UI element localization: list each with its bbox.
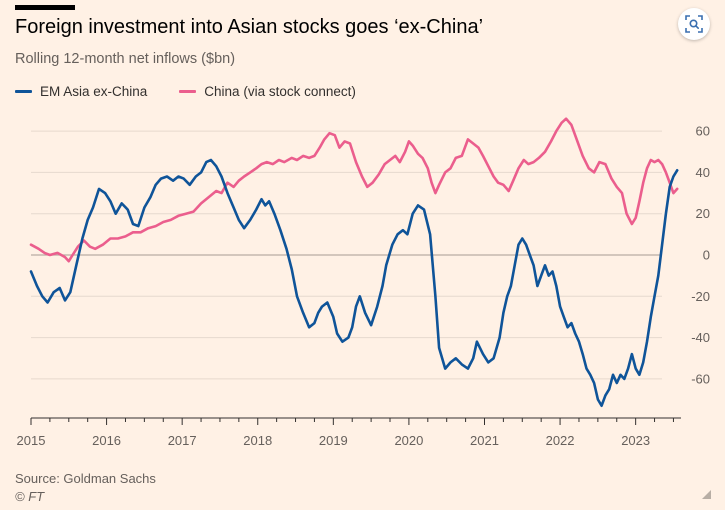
legend-item-china: China (via stock connect): [179, 84, 356, 99]
x-tick-label-2022: 2022: [546, 433, 575, 448]
x-tick-label-2023: 2023: [621, 433, 650, 448]
legend-swatch-em-asia: [15, 90, 32, 93]
x-tick-label-2017: 2017: [168, 433, 197, 448]
y-tick-label-0: 0: [703, 248, 710, 263]
x-tick-label-2019: 2019: [319, 433, 348, 448]
series-line-china-stock-connect: [29, 117, 679, 263]
legend-label-em-asia: EM Asia ex-China: [40, 84, 148, 99]
chart-title: Foreign investment into Asian stocks goe…: [15, 16, 484, 38]
visual-search-button[interactable]: [678, 8, 710, 40]
ft-credit: © FT: [15, 489, 45, 504]
x-tick-label-2020: 2020: [394, 433, 423, 448]
chart-subtitle: Rolling 12-month net inflows ($bn): [15, 51, 236, 67]
legend-swatch-china: [179, 90, 197, 93]
resize-handle-icon[interactable]: [702, 490, 711, 499]
y-tick-label-40: 40: [696, 165, 710, 180]
source-note: Source: Goldman Sachs: [15, 471, 156, 486]
chart-legend: EM Asia ex-China China (via stock connec…: [15, 84, 356, 99]
legend-label-china: China (via stock connect): [204, 84, 356, 99]
x-tick-label-2015: 2015: [17, 433, 46, 448]
y-tick-label-neg60: -60: [691, 371, 710, 386]
y-tick-label-neg40: -40: [691, 330, 710, 345]
y-tick-label-neg20: -20: [691, 289, 710, 304]
ft-header-bar: [15, 5, 75, 10]
x-tick-label-2021: 2021: [470, 433, 499, 448]
x-tick-label-2018: 2018: [243, 433, 272, 448]
x-tick-label-2016: 2016: [92, 433, 121, 448]
series-line-em-asia-ex-china: [29, 158, 679, 407]
y-tick-label-20: 20: [696, 206, 710, 221]
legend-item-em-asia: EM Asia ex-China: [15, 84, 147, 99]
visual-search-icon: [685, 15, 703, 33]
y-tick-label-60: 60: [696, 124, 710, 139]
